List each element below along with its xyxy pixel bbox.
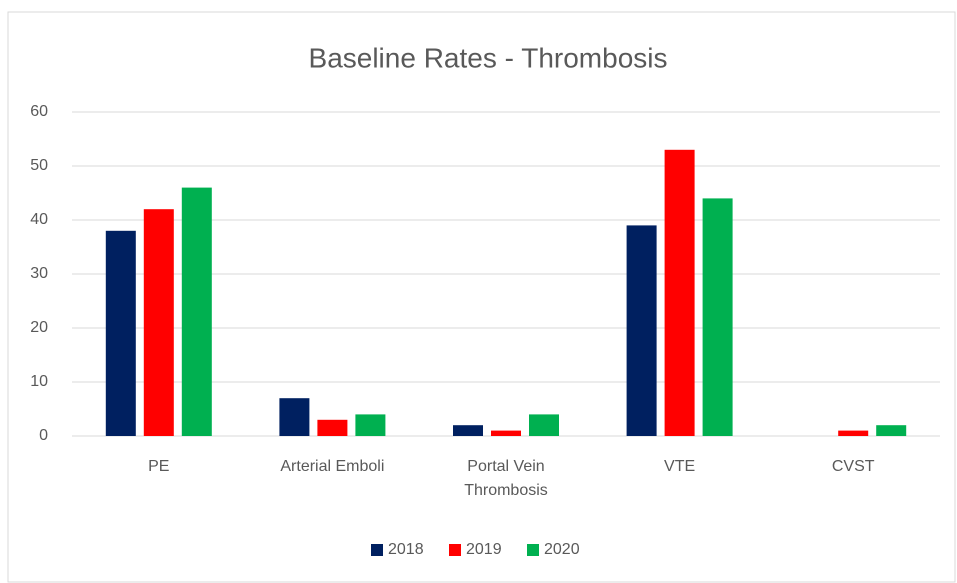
x-tick-label: CVST [831,458,875,475]
legend-swatch [527,544,539,556]
legend-swatch [449,544,461,556]
bar [453,425,483,436]
y-tick-label: 40 [30,211,48,228]
bar [355,414,386,436]
y-tick-label: 20 [30,319,48,336]
bar [529,414,559,436]
legend-label: 2020 [544,541,580,558]
bar [317,419,348,436]
bar [838,430,869,436]
legend-label: 2018 [388,541,424,558]
bar [664,149,695,437]
bar [491,430,521,436]
bar [105,230,136,436]
chart-title: Baseline Rates - Thrombosis [309,42,668,73]
y-tick-label: 10 [30,373,48,390]
bar [279,398,310,436]
x-tick-label: Portal Vein Thrombosis [464,458,548,499]
bar [876,425,907,436]
legend-label: 2019 [466,541,502,558]
x-tick-label: Arterial Emboli [280,458,385,475]
bar [181,187,212,436]
y-tick-label: 0 [39,427,48,444]
bar [626,225,657,436]
y-tick-label: 60 [30,103,48,120]
bar [702,198,733,436]
bar [143,209,174,436]
legend-swatch [371,544,383,556]
y-tick-label: 30 [30,265,48,282]
x-tick-label: VTE [664,458,696,475]
y-tick-label: 50 [30,157,48,174]
x-tick-label: PE [148,458,170,475]
